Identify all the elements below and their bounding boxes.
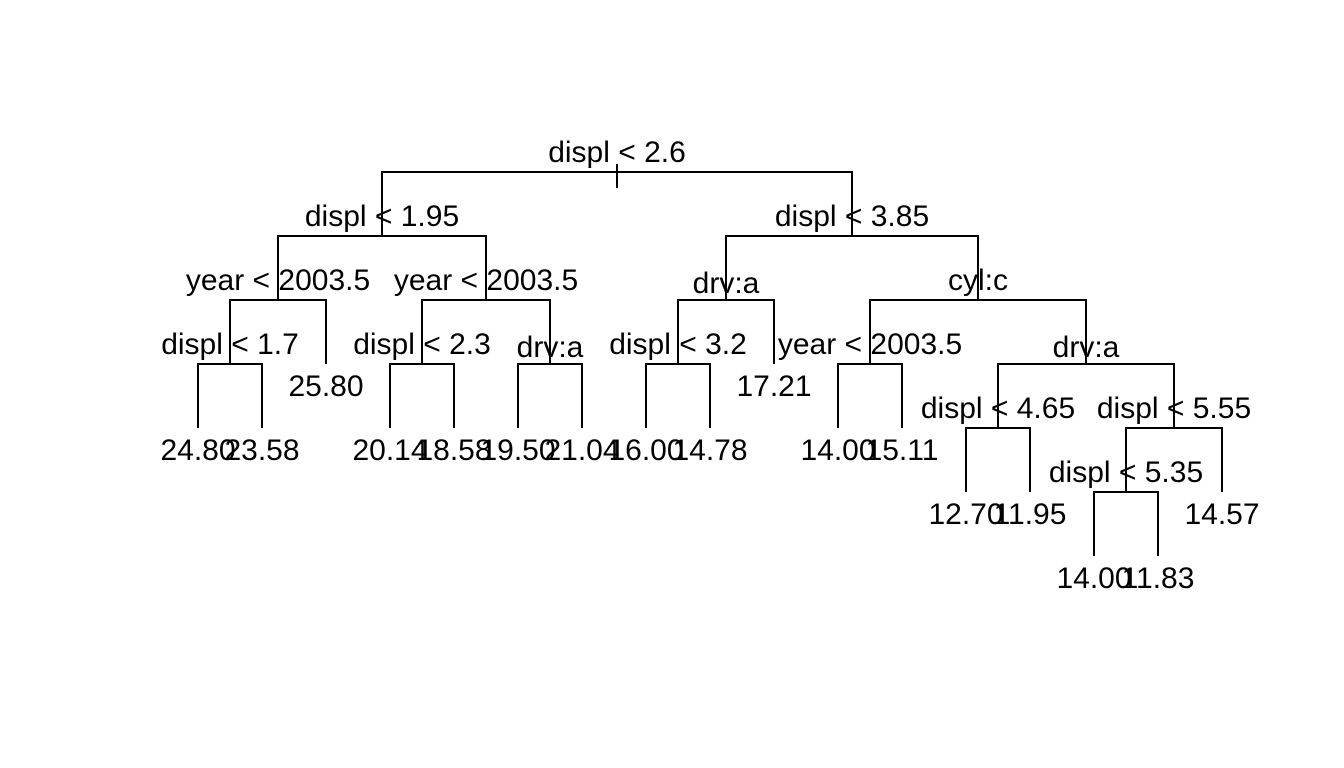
leaf-value: 11.83	[1122, 562, 1195, 595]
split-label-n4: year < 2003.5	[186, 264, 370, 297]
n11-branch	[517, 363, 583, 428]
n15-branch	[997, 363, 1175, 428]
split-label-n14: year < 2003.5	[778, 328, 962, 361]
leaf-value: 19.50	[480, 434, 555, 467]
n5-branch	[421, 299, 551, 364]
leaf-value: 24.80	[160, 434, 235, 467]
leaf-value: 16.00	[608, 434, 683, 467]
leaf-value: 14.00	[800, 434, 875, 467]
split-label-n15: drv:a	[1053, 331, 1120, 364]
n31-branch	[1125, 427, 1223, 492]
split-labels: displ < 2.6 displ < 1.95 displ < 3.85 ye…	[161, 136, 1251, 489]
n7-branch	[869, 299, 1087, 364]
leaf-value: 14.00	[1056, 562, 1131, 595]
split-label-n31: displ < 5.55	[1097, 392, 1251, 425]
n30-branch	[965, 427, 1031, 492]
split-label-n62: displ < 5.35	[1049, 456, 1203, 489]
root-split-label: displ < 2.6	[548, 136, 686, 169]
leaf-value: 12.70	[928, 498, 1003, 531]
split-label-n8: displ < 1.7	[161, 328, 299, 361]
n10-branch	[389, 363, 455, 428]
split-label-n3: displ < 3.85	[775, 200, 929, 233]
split-label-n2: displ < 1.95	[305, 200, 459, 233]
split-label-n30: displ < 4.65	[921, 392, 1075, 425]
n4-branch	[229, 299, 327, 364]
split-label-n7: cyl:c	[948, 264, 1008, 297]
leaf-value: 18.58	[416, 434, 491, 467]
n14-branch	[837, 363, 903, 428]
leaf-value: 15.11	[866, 434, 939, 467]
n2-branch	[277, 235, 487, 300]
split-label-n12: displ < 3.2	[609, 328, 747, 361]
tree-edges	[197, 164, 1223, 556]
split-label-n5: year < 2003.5	[394, 264, 578, 297]
leaf-value: 17.21	[736, 370, 811, 403]
n8-branch	[197, 363, 263, 428]
n12-branch	[645, 363, 711, 428]
n3-branch	[725, 235, 979, 300]
leaf-labels: 24.80 23.58 25.80 20.14 18.58 19.50 21.0…	[160, 370, 1259, 595]
split-label-n10: displ < 2.3	[353, 328, 491, 361]
n6-branch	[677, 299, 775, 364]
leaf-value: 21.04	[544, 434, 619, 467]
n62-branch	[1093, 491, 1159, 556]
leaf-value: 20.14	[352, 434, 427, 467]
leaf-value: 11.95	[994, 498, 1067, 531]
leaf-value: 14.57	[1184, 498, 1259, 531]
leaf-value: 25.80	[288, 370, 363, 403]
leaf-value: 23.58	[224, 434, 299, 467]
split-label-n11: drv:a	[517, 331, 584, 364]
split-label-n6: drv:a	[693, 267, 760, 300]
leaf-value: 14.78	[672, 434, 747, 467]
